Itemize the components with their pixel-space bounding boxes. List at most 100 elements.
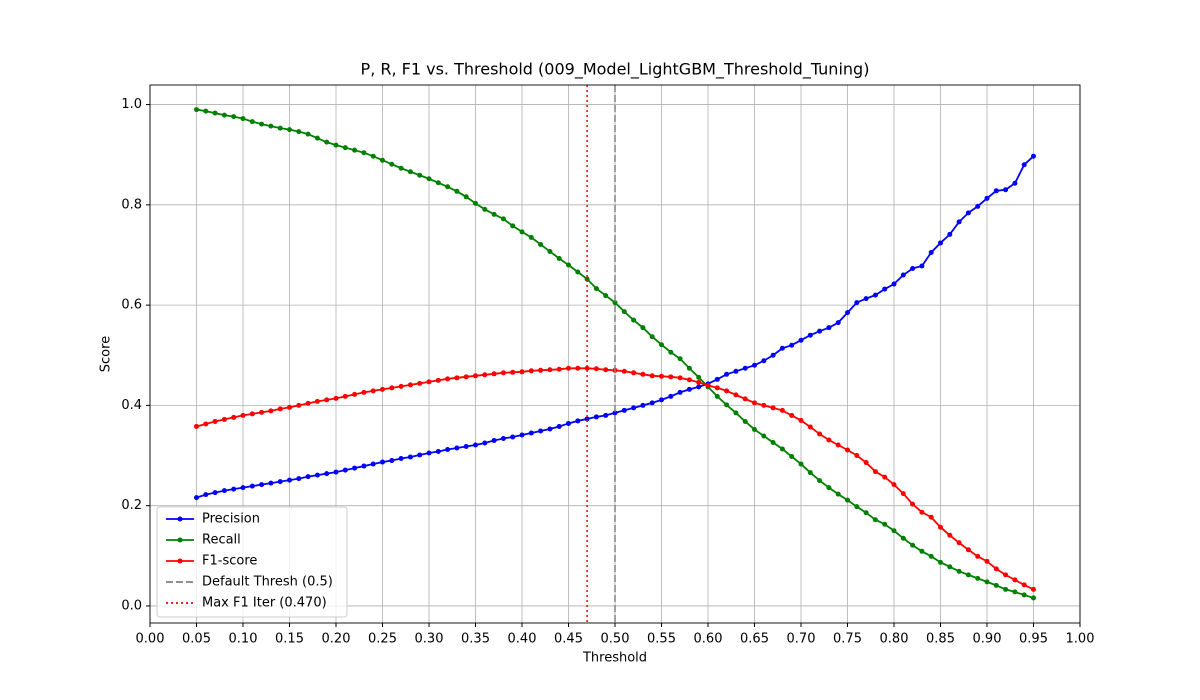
data-point — [1031, 595, 1036, 601]
data-point — [380, 459, 385, 465]
data-point — [212, 418, 218, 424]
data-point — [352, 391, 358, 397]
data-point — [770, 352, 776, 358]
x-tick-label: 0.85 — [926, 632, 955, 647]
data-point — [221, 488, 227, 494]
data-point — [947, 532, 953, 538]
data-point — [314, 398, 320, 404]
data-point — [398, 383, 404, 389]
data-point — [268, 408, 274, 414]
legend-marker — [177, 516, 183, 522]
data-point — [603, 367, 609, 373]
data-point — [1021, 582, 1027, 588]
data-point — [324, 139, 330, 145]
data-point — [621, 368, 627, 374]
data-point — [473, 200, 478, 206]
data-point — [352, 147, 358, 153]
data-point — [510, 223, 516, 229]
data-point — [603, 293, 609, 299]
data-point — [882, 474, 888, 480]
data-point — [221, 416, 227, 422]
data-point — [1012, 589, 1018, 595]
data-point — [361, 150, 367, 156]
data-point — [761, 402, 767, 408]
x-tick-label: 0.35 — [461, 632, 490, 647]
data-point — [910, 501, 916, 507]
legend-label: Max F1 Iter (0.470) — [202, 596, 327, 611]
data-point — [910, 266, 916, 272]
data-point — [863, 460, 869, 466]
data-point — [398, 456, 404, 462]
data-point — [556, 423, 562, 429]
data-point — [845, 310, 850, 316]
data-point — [547, 367, 553, 373]
x-tick-label: 0.70 — [787, 632, 816, 647]
data-point — [593, 414, 599, 420]
legend-label: F1-score — [202, 554, 257, 569]
legend-box — [156, 506, 348, 618]
data-point — [668, 393, 674, 399]
data-point — [482, 372, 488, 378]
data-point — [575, 418, 581, 424]
data-point — [835, 320, 841, 326]
data-point — [752, 400, 757, 406]
data-point — [1021, 592, 1027, 598]
data-point — [956, 219, 962, 225]
data-point — [649, 400, 655, 406]
data-point — [352, 465, 358, 471]
y-tick-label: 0.4 — [121, 398, 142, 413]
data-point — [510, 434, 516, 440]
y-tick-label: 1.0 — [121, 97, 142, 112]
data-point — [975, 553, 981, 559]
data-point — [407, 382, 413, 388]
data-point — [287, 477, 292, 483]
data-point — [696, 384, 702, 390]
y-tick-label: 0.6 — [121, 298, 142, 313]
data-point — [528, 368, 534, 374]
data-point — [770, 405, 776, 411]
data-point — [361, 389, 367, 395]
data-point — [231, 114, 237, 120]
data-point — [1012, 577, 1018, 583]
data-point — [640, 325, 646, 331]
x-tick-label: 0.20 — [322, 632, 351, 647]
data-point — [566, 262, 571, 268]
data-point — [249, 119, 255, 125]
data-point — [659, 397, 664, 403]
data-point — [296, 402, 302, 408]
y-tick-label: 0.8 — [121, 197, 142, 212]
legend-label: Precision — [202, 512, 260, 527]
data-point — [919, 548, 925, 554]
data-point — [463, 374, 469, 380]
data-point — [473, 373, 478, 379]
data-point — [231, 486, 237, 492]
data-point — [566, 420, 571, 426]
data-point — [1003, 572, 1009, 578]
data-point — [603, 412, 609, 418]
data-point — [798, 337, 804, 343]
data-point — [417, 380, 423, 386]
data-point — [938, 524, 943, 530]
data-point — [965, 547, 971, 553]
y-tick-label: 0.2 — [121, 498, 142, 513]
data-point — [194, 107, 199, 113]
data-point — [631, 405, 637, 411]
x-tick-label: 0.50 — [601, 632, 630, 647]
data-point — [677, 356, 683, 362]
x-tick-label: 0.10 — [229, 632, 258, 647]
data-point — [538, 241, 544, 247]
data-point — [333, 395, 339, 401]
data-point — [593, 366, 599, 372]
data-point — [798, 417, 804, 423]
data-point — [807, 332, 813, 338]
data-point — [659, 373, 664, 379]
data-point — [566, 365, 571, 371]
data-point — [231, 414, 237, 420]
data-point — [947, 231, 953, 237]
data-point — [212, 110, 218, 116]
data-point — [500, 216, 506, 222]
data-point — [817, 328, 823, 334]
data-point — [528, 430, 534, 436]
data-point — [1012, 180, 1018, 186]
